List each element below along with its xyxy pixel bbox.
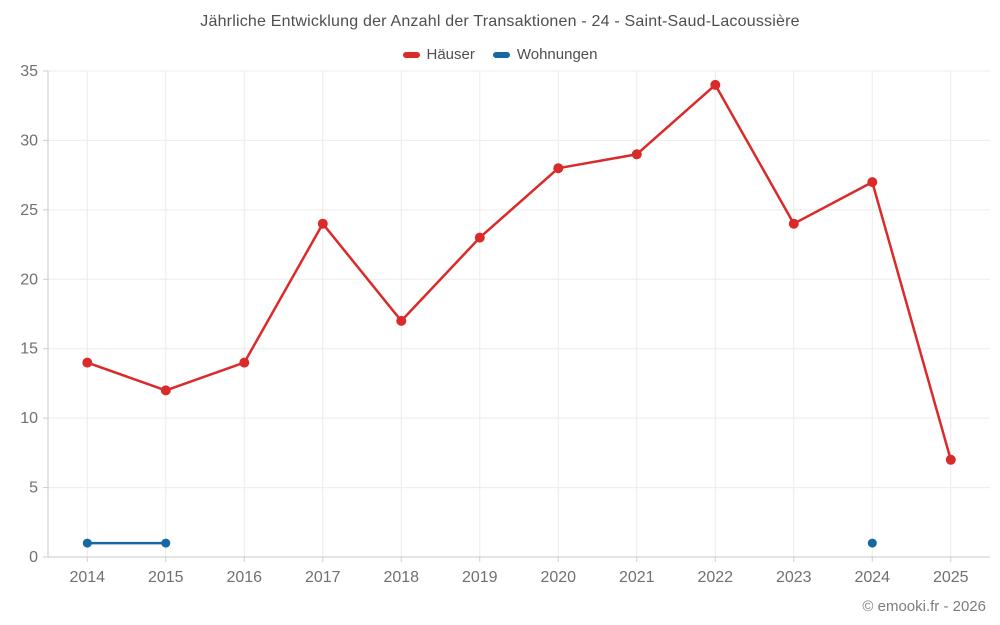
x-axis-label: 2023 xyxy=(776,569,812,586)
x-axis-label: 2025 xyxy=(933,569,969,586)
y-axis-label: 15 xyxy=(20,341,38,358)
data-point-haeuser-2017[interactable] xyxy=(317,218,328,229)
data-point-haeuser-2024[interactable] xyxy=(867,177,878,188)
x-axis-label: 2014 xyxy=(69,569,105,586)
y-axis-label: 0 xyxy=(29,549,38,566)
data-point-haeuser-2014[interactable] xyxy=(82,357,93,368)
data-point-wohnungen-2024[interactable] xyxy=(867,538,877,548)
chart-title: Jährliche Entwicklung der Anzahl der Tra… xyxy=(200,13,800,30)
data-point-haeuser-2023[interactable] xyxy=(788,218,799,229)
series-line-haeuser xyxy=(86,83,953,462)
data-point-haeuser-2015[interactable] xyxy=(160,385,171,396)
data-point-haeuser-2016[interactable] xyxy=(239,357,250,368)
x-axis-label: 2022 xyxy=(697,569,733,586)
y-axis-label: 30 xyxy=(20,132,38,149)
x-axis-label: 2019 xyxy=(462,569,498,586)
x-axis-label: 2020 xyxy=(540,569,576,586)
y-axis-label: 20 xyxy=(20,271,38,288)
data-point-wohnungen-2014[interactable] xyxy=(82,538,92,548)
data-point-haeuser-2019[interactable] xyxy=(474,232,485,243)
data-point-haeuser-2020[interactable] xyxy=(553,163,564,174)
data-point-haeuser-2022[interactable] xyxy=(710,79,721,90)
legend-item-haeuser[interactable]: Häuser xyxy=(402,46,475,63)
y-axis-label: 35 xyxy=(20,63,38,80)
data-point-haeuser-2025[interactable] xyxy=(945,454,956,465)
legend-item-wohnungen[interactable]: Wohnungen xyxy=(492,46,598,63)
x-axis-label: 2016 xyxy=(226,569,262,586)
legend-label-wohnungen: Wohnungen xyxy=(516,46,598,63)
x-axis-label: 2017 xyxy=(305,569,341,586)
data-point-haeuser-2018[interactable] xyxy=(396,315,407,326)
x-axis-label: 2018 xyxy=(383,569,419,586)
data-point-wohnungen-2015[interactable] xyxy=(161,538,171,548)
y-axis-label: 25 xyxy=(20,202,38,219)
data-point-haeuser-2021[interactable] xyxy=(631,149,642,160)
x-axis-label: 2015 xyxy=(148,569,184,586)
copyright-text: © emooki.fr - 2026 xyxy=(862,598,986,615)
y-axis-label: 5 xyxy=(29,480,38,497)
legend-swatch-wohnungen-icon xyxy=(492,51,510,58)
legend: Häuser Wohnungen xyxy=(0,46,1000,63)
legend-label-haeuser: Häuser xyxy=(426,46,475,63)
y-axis-label: 10 xyxy=(20,410,38,427)
legend-swatch-haeuser-icon xyxy=(402,51,420,58)
x-axis-label: 2024 xyxy=(854,569,890,586)
x-axis-label: 2021 xyxy=(619,569,655,586)
